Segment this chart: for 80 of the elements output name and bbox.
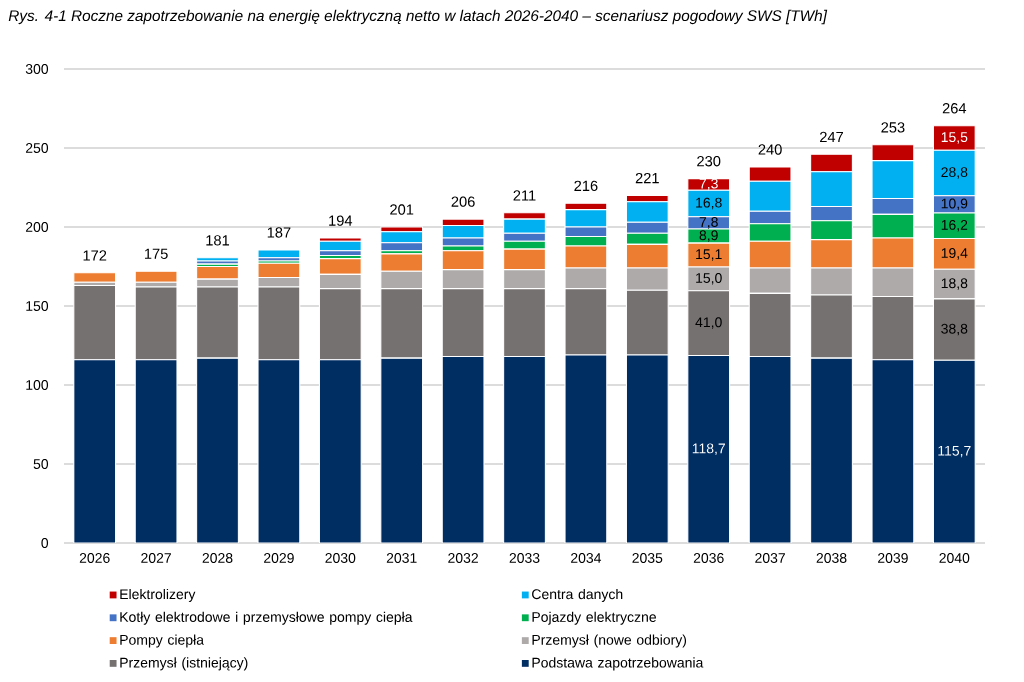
data-label: 28,8 <box>941 167 968 179</box>
x-tick-label: 2033 <box>509 553 540 563</box>
bar <box>319 359 362 543</box>
total-label: 264 <box>942 103 967 114</box>
total-label: 194 <box>329 215 353 226</box>
legend-label: Elektrolizery <box>120 588 196 602</box>
x-tick-label: 2027 <box>141 553 171 563</box>
chart-title: Rys. 4-1 Roczne zapotrzebowanie na energię elektryczną netto w latach 2026-2040 – scenariusz pogodowy SWS [TWh] <box>8 9 828 25</box>
bar <box>134 270 178 283</box>
total-label: 221 <box>635 172 659 184</box>
y-tick-label: 0 <box>41 538 49 548</box>
x-tick-label: 2037 <box>755 553 785 563</box>
legend-label: Przemysł (nowe odbiory) <box>532 634 687 648</box>
bar <box>257 249 301 259</box>
x-tick-label: 2030 <box>325 553 356 563</box>
data-label: 15,5 <box>941 132 968 144</box>
bar <box>687 355 730 543</box>
x-tick-label: 2035 <box>632 553 663 563</box>
total-label: 240 <box>758 144 782 155</box>
bar <box>810 358 853 543</box>
data-label: 41,0 <box>695 317 722 329</box>
bar <box>196 358 239 543</box>
bar <box>872 359 914 543</box>
x-tick-label: 2040 <box>939 553 970 563</box>
data-label: 15,0 <box>696 273 722 285</box>
x-tick-label: 2026 <box>79 553 110 563</box>
x-tick-label: 2029 <box>264 553 294 563</box>
data-label: 7,8 <box>699 217 718 229</box>
total-label: 230 <box>697 156 721 167</box>
bar <box>258 359 300 543</box>
total-label: 187 <box>267 227 291 238</box>
data-label: 10,9 <box>941 198 968 211</box>
data-label: 15,1 <box>696 249 722 261</box>
bar <box>565 354 607 543</box>
x-tick-label: 2036 <box>693 553 724 563</box>
data-label: 38,8 <box>941 323 968 336</box>
legend-label: Kotły elektrodowe i przemysłowe pompy ciepła <box>120 611 413 625</box>
total-label: 206 <box>451 196 475 207</box>
data-label: 19,4 <box>941 248 968 260</box>
total-label: 253 <box>881 122 905 133</box>
bar <box>73 272 117 283</box>
bar <box>749 356 791 543</box>
y-tick-label: 200 <box>25 222 49 232</box>
total-label: 211 <box>513 190 536 201</box>
data-label: 18,8 <box>941 278 968 290</box>
total-label: 175 <box>144 248 168 259</box>
data-label: 16,8 <box>696 197 722 210</box>
bar <box>442 356 484 543</box>
bar <box>626 354 669 543</box>
data-label: 118,7 <box>692 443 725 456</box>
bar <box>503 356 546 543</box>
y-tick-label: 150 <box>26 301 49 311</box>
legend-label: Podstawa zapotrzebowania <box>532 657 704 671</box>
x-tick-label: 2032 <box>448 553 478 563</box>
bar <box>380 358 423 543</box>
x-tick-label: 2031 <box>386 553 417 563</box>
data-label: 115,7 <box>938 445 971 458</box>
total-label: 172 <box>83 250 107 261</box>
total-label: 247 <box>820 131 844 143</box>
total-label: 181 <box>206 235 230 246</box>
y-tick-label: 50 <box>33 459 49 469</box>
legend-label: Pojazdy elektryczne <box>532 611 656 625</box>
x-tick-label: 2028 <box>202 553 233 563</box>
total-label: 201 <box>390 204 414 215</box>
y-tick-label: 100 <box>26 380 49 390</box>
data-label: 8,9 <box>699 230 718 242</box>
legend-label: Centra danych <box>532 588 623 602</box>
bar <box>73 359 116 543</box>
legend-label: Przemysł (istniejący) <box>120 657 248 671</box>
total-label: 216 <box>574 180 598 192</box>
bar <box>932 359 976 543</box>
y-tick-label: 300 <box>25 64 49 74</box>
y-tick-label: 250 <box>25 143 49 153</box>
legend-label: Pompy ciepła <box>120 634 204 648</box>
bar <box>135 359 177 543</box>
x-tick-label: 2034 <box>571 553 602 563</box>
x-tick-label: 2039 <box>878 553 908 563</box>
data-label: 16,2 <box>941 219 968 232</box>
x-tick-label: 2038 <box>816 553 847 563</box>
data-label: 7,3 <box>699 178 718 191</box>
